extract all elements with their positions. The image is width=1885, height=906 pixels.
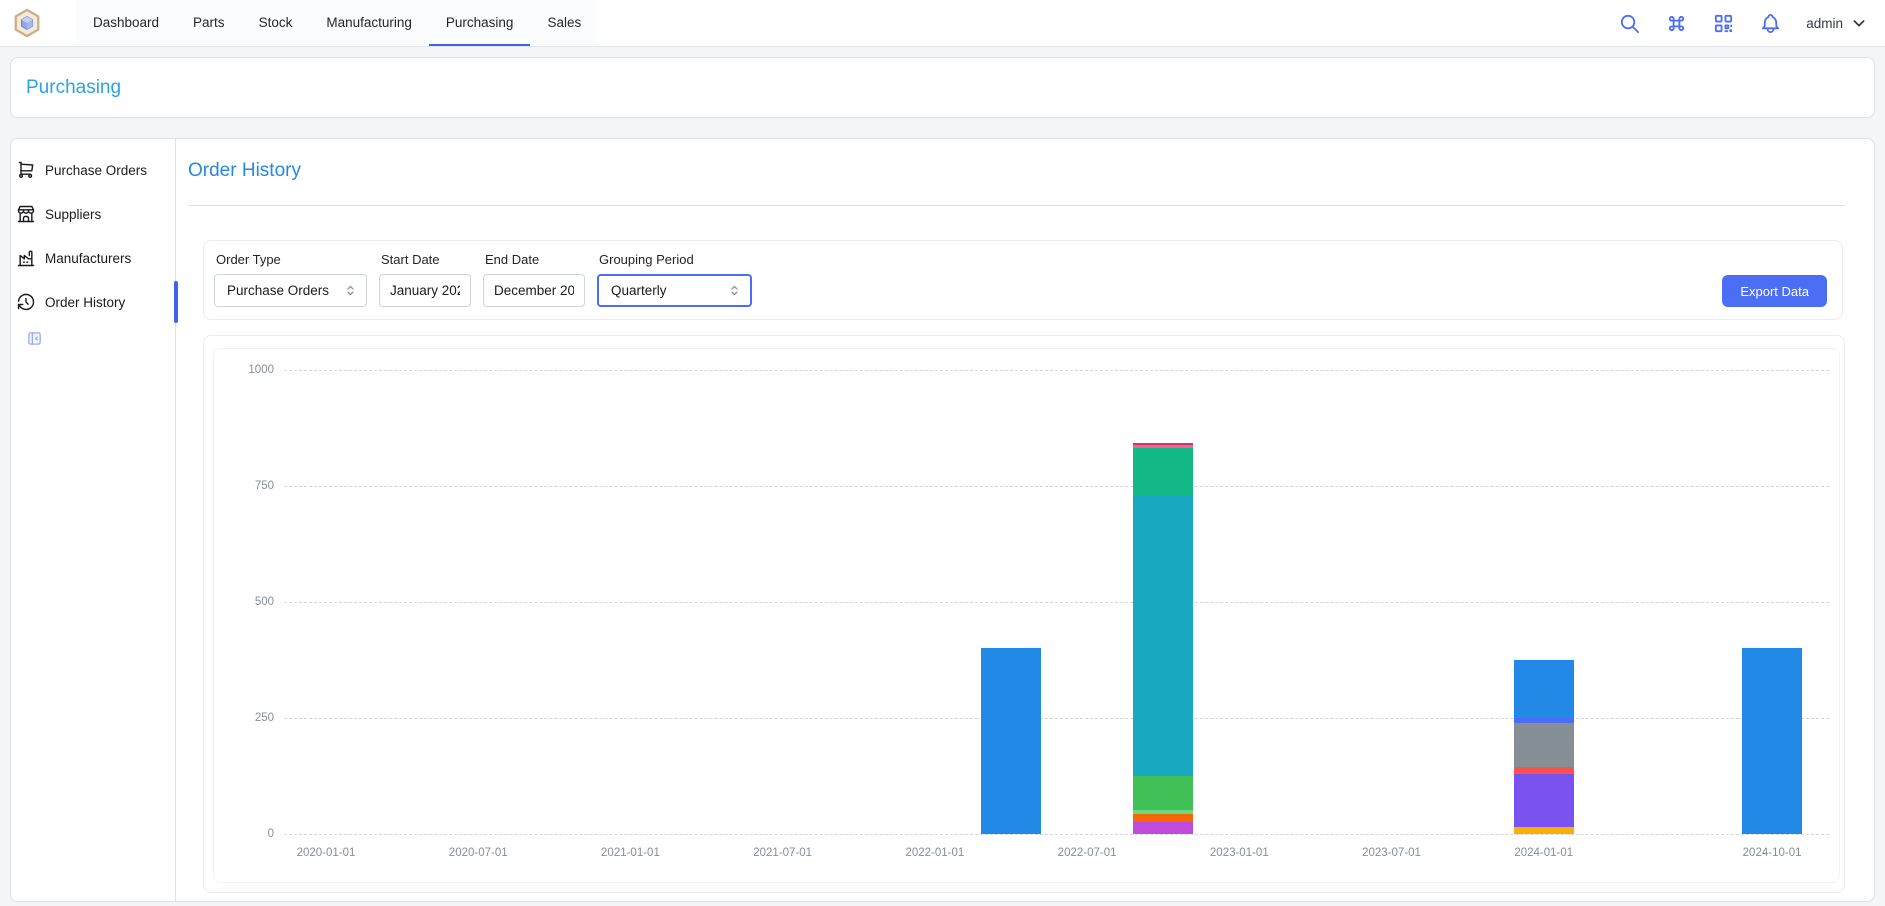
end-date-label: End Date: [485, 252, 540, 267]
bar-segment[interactable]: [1742, 648, 1803, 834]
end-date-field: End Date: [483, 252, 585, 307]
x-axis-tick-label: 2024-01-01: [1514, 847, 1574, 859]
bar-segment[interactable]: [1513, 718, 1574, 723]
inventree-logo-icon[interactable]: [12, 8, 42, 38]
start-date-label: Start Date: [381, 252, 440, 267]
shopping-cart-icon: [18, 161, 34, 178]
sidebar-item-label: Manufacturers: [45, 250, 132, 266]
sidebar-item-order-history[interactable]: Order History: [16, 280, 162, 324]
start-date-input[interactable]: [379, 274, 471, 307]
order-type-label: Order Type: [216, 252, 281, 267]
order-type-field: Order Type Purchase Orders: [214, 252, 367, 307]
bar-segment[interactable]: [1133, 814, 1194, 823]
bar-segment[interactable]: [1133, 445, 1194, 449]
x-axis-tick-label: 2022-01-01: [905, 847, 965, 859]
order-type-select[interactable]: Purchase Orders: [214, 274, 367, 307]
sidebar-collapse-icon[interactable]: [26, 330, 43, 347]
filter-panel: Order Type Purchase Orders Start Date En…: [203, 240, 1843, 320]
bar[interactable]: [1742, 648, 1803, 834]
sidebar-item-purchase-orders[interactable]: Purchase Orders: [16, 148, 162, 192]
bar-segment[interactable]: [1133, 810, 1194, 815]
order-type-value: Purchase Orders: [227, 283, 330, 298]
section-divider: [188, 205, 1845, 206]
sidebar-item-label: Suppliers: [45, 206, 102, 222]
x-axis-tick-label: 2020-07-01: [448, 847, 508, 859]
bell-icon[interactable]: [1759, 12, 1782, 35]
x-axis-tick-label: 2023-01-01: [1209, 847, 1269, 859]
history-clock-icon: [17, 293, 35, 311]
nav-tab-list: Dashboard Parts Stock Manufacturing Purc…: [76, 0, 599, 46]
sidebar-item-manufacturers[interactable]: Manufacturers: [16, 236, 162, 280]
y-axis-tick-label: 750: [254, 480, 274, 492]
qrcode-scan-icon[interactable]: [1712, 12, 1735, 35]
order-history-chart: 0 250 500 750 1000 2020-01-01 2020-07-01 2021-0…: [213, 348, 1840, 883]
factory-icon: [17, 250, 35, 267]
x-axis-tick-label: 2023-07-01: [1362, 847, 1421, 859]
user-menu[interactable]: admin: [1806, 15, 1867, 31]
bar-segment[interactable]: [1513, 722, 1574, 767]
grouping-period-field: Grouping Period Quarterly: [597, 252, 752, 307]
y-axis-tick-label: 1000: [248, 364, 274, 376]
export-data-button[interactable]: Export Data: [1722, 275, 1827, 307]
chart-gridline: [284, 601, 1829, 603]
section-heading: Order History: [188, 160, 301, 181]
x-axis-tick-label: 2022-07-01: [1057, 847, 1117, 859]
search-icon[interactable]: [1618, 12, 1641, 35]
command-icon[interactable]: [1665, 12, 1688, 35]
username-label: admin: [1806, 15, 1843, 31]
chart-gridline: [284, 369, 1829, 371]
bar-segment[interactable]: [1513, 827, 1574, 834]
x-axis-tick-label: 2021-07-01: [753, 847, 813, 859]
bar[interactable]: [980, 648, 1041, 834]
y-axis-tick-label: 500: [254, 596, 274, 608]
sidebar-item-label: Order History: [45, 294, 126, 310]
bar-segment[interactable]: [1133, 494, 1194, 776]
bar[interactable]: [1513, 660, 1574, 834]
tab-sales[interactable]: Sales: [547, 14, 582, 30]
filter-row: Order Type Purchase Orders Start Date En…: [214, 252, 752, 307]
sidebar-item-label: Purchase Orders: [45, 162, 148, 178]
x-axis-tick-label: 2020-01-01: [296, 847, 356, 859]
bar[interactable]: [1133, 442, 1194, 834]
top-navbar: Dashboard Parts Stock Manufacturing Purc…: [0, 0, 1885, 47]
tab-stock[interactable]: Stock: [258, 14, 293, 30]
bar-segment[interactable]: [1513, 773, 1574, 828]
x-axis-tick-label: 2021-01-01: [601, 847, 660, 859]
y-axis-tick-label: 0: [267, 828, 274, 840]
tab-parts[interactable]: Parts: [193, 14, 225, 30]
navbar-actions: admin: [1618, 12, 1885, 35]
start-date-field: Start Date: [379, 252, 471, 307]
grouping-period-select[interactable]: Quarterly: [597, 274, 752, 307]
bar-segment[interactable]: [1513, 660, 1574, 718]
tab-dashboard[interactable]: Dashboard: [93, 14, 160, 30]
chart-gridline: [284, 485, 1829, 487]
grouping-period-label: Grouping Period: [599, 252, 694, 267]
grouping-period-value: Quarterly: [611, 283, 667, 298]
storefront-icon: [17, 205, 35, 223]
chart-gridline: [284, 717, 1829, 719]
bar-segment[interactable]: [1133, 775, 1194, 811]
bar-segment[interactable]: [980, 648, 1041, 834]
select-chevrons-icon: [731, 285, 738, 296]
end-date-input[interactable]: [483, 274, 585, 307]
bar-segment[interactable]: [1513, 766, 1574, 774]
chevron-down-icon: [1853, 20, 1865, 27]
y-axis-tick-label: 250: [254, 712, 274, 724]
bar-segment[interactable]: [1133, 822, 1194, 834]
chart-gridline: [284, 833, 1829, 835]
breadcrumb-card: Purchasing: [10, 57, 1875, 118]
select-chevrons-icon: [347, 285, 354, 296]
tab-manufacturing[interactable]: Manufacturing: [326, 14, 412, 30]
sidebar-active-indicator: [174, 281, 178, 323]
page-title[interactable]: Purchasing: [26, 76, 122, 98]
bar-segment[interactable]: [1133, 442, 1194, 446]
x-axis-tick-label: 2024-10-01: [1742, 847, 1802, 859]
purchasing-sidebar: [10, 138, 176, 902]
bar-segment[interactable]: [1133, 448, 1194, 495]
sidebar-item-suppliers[interactable]: Suppliers: [16, 192, 162, 236]
tab-purchasing[interactable]: Purchasing: [428, 0, 531, 46]
